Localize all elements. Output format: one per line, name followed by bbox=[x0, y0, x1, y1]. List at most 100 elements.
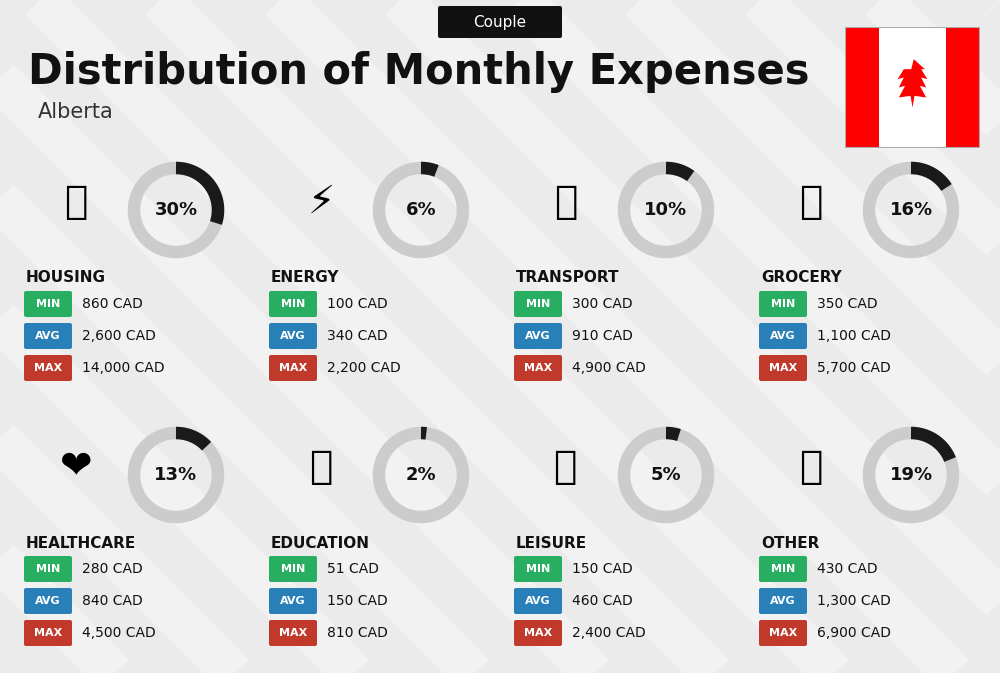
Text: 430 CAD: 430 CAD bbox=[817, 562, 878, 576]
Text: HEALTHCARE: HEALTHCARE bbox=[26, 536, 136, 551]
Text: 6,900 CAD: 6,900 CAD bbox=[817, 626, 891, 640]
FancyBboxPatch shape bbox=[759, 355, 807, 381]
Text: AVG: AVG bbox=[280, 596, 306, 606]
FancyBboxPatch shape bbox=[24, 323, 72, 349]
Text: GROCERY: GROCERY bbox=[761, 271, 842, 285]
FancyBboxPatch shape bbox=[24, 291, 72, 317]
Text: 860 CAD: 860 CAD bbox=[82, 297, 143, 311]
Text: Distribution of Monthly Expenses: Distribution of Monthly Expenses bbox=[28, 51, 810, 93]
Text: 460 CAD: 460 CAD bbox=[572, 594, 633, 608]
Text: AVG: AVG bbox=[35, 596, 61, 606]
Text: MAX: MAX bbox=[524, 363, 552, 373]
Text: MAX: MAX bbox=[279, 628, 307, 638]
Text: AVG: AVG bbox=[525, 331, 551, 341]
Text: 150 CAD: 150 CAD bbox=[572, 562, 633, 576]
Text: 🏢: 🏢 bbox=[64, 183, 88, 221]
Text: 10%: 10% bbox=[644, 201, 688, 219]
FancyBboxPatch shape bbox=[759, 291, 807, 317]
Text: ❤️: ❤️ bbox=[60, 448, 92, 486]
Text: 🛍️: 🛍️ bbox=[554, 448, 578, 486]
Text: MAX: MAX bbox=[769, 363, 797, 373]
Text: OTHER: OTHER bbox=[761, 536, 819, 551]
Text: MIN: MIN bbox=[526, 299, 550, 309]
FancyBboxPatch shape bbox=[438, 6, 562, 38]
Text: EDUCATION: EDUCATION bbox=[271, 536, 370, 551]
FancyBboxPatch shape bbox=[24, 556, 72, 582]
Text: MIN: MIN bbox=[36, 564, 60, 574]
FancyBboxPatch shape bbox=[24, 588, 72, 614]
FancyBboxPatch shape bbox=[24, 355, 72, 381]
Text: MAX: MAX bbox=[524, 628, 552, 638]
Text: AVG: AVG bbox=[35, 331, 61, 341]
Text: 🎓: 🎓 bbox=[309, 448, 333, 486]
Text: 810 CAD: 810 CAD bbox=[327, 626, 388, 640]
Text: AVG: AVG bbox=[525, 596, 551, 606]
Text: HOUSING: HOUSING bbox=[26, 271, 106, 285]
Text: Alberta: Alberta bbox=[38, 102, 114, 122]
Text: 13%: 13% bbox=[154, 466, 198, 484]
Text: 2,400 CAD: 2,400 CAD bbox=[572, 626, 646, 640]
Text: MAX: MAX bbox=[769, 628, 797, 638]
Text: 1,300 CAD: 1,300 CAD bbox=[817, 594, 891, 608]
Text: 16%: 16% bbox=[889, 201, 933, 219]
FancyBboxPatch shape bbox=[514, 291, 562, 317]
Text: 2,600 CAD: 2,600 CAD bbox=[82, 329, 156, 343]
Text: AVG: AVG bbox=[770, 331, 796, 341]
Text: 300 CAD: 300 CAD bbox=[572, 297, 633, 311]
Text: 14,000 CAD: 14,000 CAD bbox=[82, 361, 165, 375]
FancyBboxPatch shape bbox=[269, 291, 317, 317]
FancyBboxPatch shape bbox=[759, 323, 807, 349]
Bar bbox=[946, 27, 980, 148]
FancyBboxPatch shape bbox=[269, 556, 317, 582]
FancyBboxPatch shape bbox=[514, 556, 562, 582]
Text: 340 CAD: 340 CAD bbox=[327, 329, 388, 343]
Text: 1,100 CAD: 1,100 CAD bbox=[817, 329, 891, 343]
FancyBboxPatch shape bbox=[269, 620, 317, 646]
Text: Couple: Couple bbox=[473, 15, 527, 30]
Text: TRANSPORT: TRANSPORT bbox=[516, 271, 620, 285]
Text: MIN: MIN bbox=[281, 564, 305, 574]
Text: 100 CAD: 100 CAD bbox=[327, 297, 388, 311]
FancyBboxPatch shape bbox=[269, 323, 317, 349]
Text: 4,900 CAD: 4,900 CAD bbox=[572, 361, 646, 375]
Text: MIN: MIN bbox=[526, 564, 550, 574]
Text: 2,200 CAD: 2,200 CAD bbox=[327, 361, 401, 375]
Text: LEISURE: LEISURE bbox=[516, 536, 587, 551]
Text: AVG: AVG bbox=[280, 331, 306, 341]
Text: 6%: 6% bbox=[406, 201, 436, 219]
PathPatch shape bbox=[898, 59, 927, 108]
Text: 19%: 19% bbox=[889, 466, 933, 484]
Text: MIN: MIN bbox=[281, 299, 305, 309]
Text: 4,500 CAD: 4,500 CAD bbox=[82, 626, 156, 640]
FancyBboxPatch shape bbox=[24, 620, 72, 646]
FancyBboxPatch shape bbox=[759, 588, 807, 614]
Text: 5,700 CAD: 5,700 CAD bbox=[817, 361, 891, 375]
Text: 💰: 💰 bbox=[799, 448, 823, 486]
Text: MAX: MAX bbox=[34, 628, 62, 638]
Text: MAX: MAX bbox=[34, 363, 62, 373]
FancyBboxPatch shape bbox=[759, 620, 807, 646]
Text: 30%: 30% bbox=[154, 201, 198, 219]
Text: 🛒: 🛒 bbox=[799, 183, 823, 221]
FancyBboxPatch shape bbox=[514, 355, 562, 381]
Text: 910 CAD: 910 CAD bbox=[572, 329, 633, 343]
Text: AVG: AVG bbox=[770, 596, 796, 606]
Bar bbox=[845, 27, 879, 148]
Text: 2%: 2% bbox=[406, 466, 436, 484]
Text: 🚌: 🚌 bbox=[554, 183, 578, 221]
FancyBboxPatch shape bbox=[269, 588, 317, 614]
Text: ⚡: ⚡ bbox=[307, 183, 335, 221]
Text: 840 CAD: 840 CAD bbox=[82, 594, 143, 608]
Text: ENERGY: ENERGY bbox=[271, 271, 340, 285]
FancyBboxPatch shape bbox=[759, 556, 807, 582]
FancyBboxPatch shape bbox=[269, 355, 317, 381]
FancyBboxPatch shape bbox=[514, 323, 562, 349]
FancyBboxPatch shape bbox=[514, 588, 562, 614]
FancyBboxPatch shape bbox=[514, 620, 562, 646]
Text: MAX: MAX bbox=[279, 363, 307, 373]
Bar bbox=[879, 27, 946, 148]
Text: 150 CAD: 150 CAD bbox=[327, 594, 388, 608]
Text: MIN: MIN bbox=[771, 564, 795, 574]
Text: MIN: MIN bbox=[771, 299, 795, 309]
Text: 350 CAD: 350 CAD bbox=[817, 297, 878, 311]
